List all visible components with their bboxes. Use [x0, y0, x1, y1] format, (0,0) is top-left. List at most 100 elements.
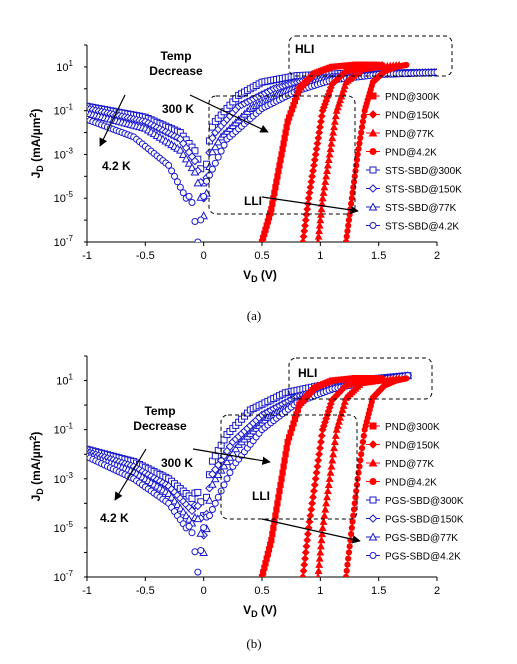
legend-marker: [368, 514, 378, 523]
data-point: [187, 506, 197, 516]
data-point: [277, 156, 284, 164]
y-tick-label: 10-5: [54, 520, 74, 535]
data-point: [299, 566, 308, 575]
x-axis-label: VD (V): [243, 603, 277, 619]
data-point: [203, 177, 211, 185]
series-pnd-300k: [258, 375, 379, 577]
temp-arrow-diagonal: [114, 448, 147, 501]
data-point: [279, 145, 286, 153]
data-point: [316, 444, 324, 452]
lli-region-box: [208, 95, 356, 215]
data-point: [328, 133, 337, 142]
data-point: [324, 480, 333, 489]
temp-label: Temp: [160, 49, 191, 63]
data-point: [208, 165, 216, 173]
data-point: [357, 134, 364, 142]
y-tick-label: 101: [56, 59, 73, 74]
data-point: [315, 560, 324, 568]
data-point: [330, 122, 338, 131]
data-point: [194, 568, 202, 576]
data-point: [343, 567, 350, 574]
figure-caption: (b): [246, 636, 261, 651]
legend-marker: [369, 422, 377, 430]
legend-label: PND@150K: [385, 441, 440, 452]
data-point: [193, 514, 203, 523]
legend-label: PND@4.2K: [385, 478, 437, 489]
data-point: [179, 189, 187, 197]
data-point: [301, 548, 310, 557]
y-tick-label: 10-1: [54, 103, 74, 118]
data-point: [220, 141, 228, 149]
data-point: [210, 474, 220, 483]
data-point: [298, 573, 307, 577]
legend-label: PND@150K: [385, 111, 440, 122]
legend-marker: [368, 440, 378, 449]
data-point: [338, 405, 347, 413]
data-point: [301, 216, 310, 225]
data-point: [315, 128, 324, 137]
data-point: [317, 112, 326, 121]
data-point: [360, 113, 367, 120]
data-point: [283, 123, 290, 131]
temp-arrow-right: [189, 94, 269, 133]
data-point: [311, 474, 320, 483]
data-point: [359, 438, 367, 446]
data-point: [322, 172, 331, 180]
data-point: [269, 200, 276, 207]
hli-region-box: [288, 357, 433, 400]
y-tick-label: 10-1: [54, 422, 74, 437]
temp-4k-label: 4.2 K: [102, 159, 131, 173]
x-tick-label: 1: [317, 250, 323, 262]
data-point: [187, 163, 197, 172]
data-point: [275, 167, 282, 174]
decrease-label: Decrease: [133, 419, 187, 433]
legend-marker: [368, 184, 378, 193]
data-point: [304, 530, 312, 538]
data-point: [184, 158, 194, 167]
data-point: [310, 156, 319, 164]
data-point: [191, 147, 199, 155]
data-point: [315, 572, 321, 577]
data-point: [317, 117, 325, 126]
legend-item: PND@300K: [366, 92, 440, 103]
lli-label: LLI: [244, 194, 262, 208]
legend-label: PGS-SBD@4.2K: [385, 552, 461, 563]
data-point: [358, 123, 366, 131]
data-point: [328, 456, 337, 464]
data-point: [319, 188, 328, 196]
data-point: [314, 134, 323, 142]
data-point: [325, 150, 334, 158]
data-point: [226, 469, 234, 477]
chart-panel-a: -1 -0.5 0 0.5 1 1.5 2 10-7 10-5 10-3 10-1 101 VD (V)…: [28, 35, 462, 323]
data-point: [345, 222, 352, 229]
data-point: [273, 506, 280, 513]
data-point: [329, 450, 338, 458]
data-point: [211, 499, 219, 507]
legend-item: PND@4.2K: [366, 478, 437, 489]
data-point: [191, 548, 199, 556]
data-point: [223, 475, 231, 483]
data-point: [194, 238, 202, 242]
data-point: [330, 437, 339, 446]
data-point: [315, 554, 324, 562]
data-point: [305, 188, 314, 197]
data-point: [315, 237, 321, 242]
data-point: [313, 139, 322, 148]
legend-marker: [368, 458, 378, 467]
legend-item: PGS-SBD@300K: [366, 496, 464, 507]
x-tick-label: 2: [434, 585, 440, 597]
data-point: [345, 555, 352, 562]
data-point: [280, 463, 287, 470]
legend-label: STS-SBD@4.2K: [385, 222, 459, 233]
data-point: [272, 512, 279, 519]
data-point: [309, 493, 317, 502]
data-point: [311, 150, 320, 159]
data-point: [193, 178, 203, 187]
data-point: [298, 238, 307, 242]
data-point: [205, 495, 214, 504]
y-tick-label: 10-7: [54, 234, 74, 249]
data-point: [309, 166, 317, 175]
legend-label: STS-SBD@300K: [385, 166, 462, 177]
data-point: [320, 183, 329, 191]
legend-item: PND@300K: [366, 422, 440, 433]
